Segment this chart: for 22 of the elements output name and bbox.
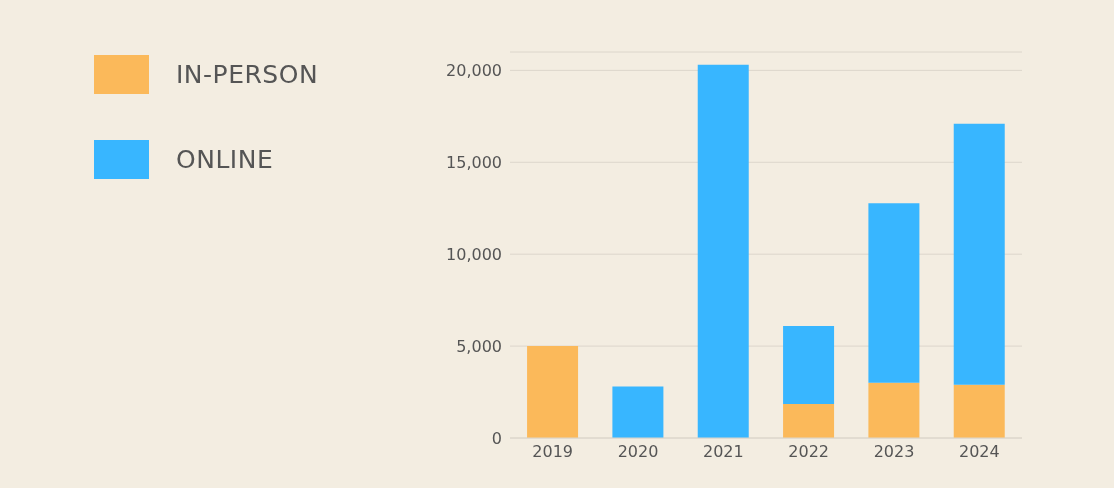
bar (527, 346, 579, 438)
legend-label: IN-PERSON (176, 60, 319, 89)
bar (868, 382, 920, 438)
y-tick-label: 5,000 (456, 336, 502, 356)
bar (697, 64, 749, 438)
y-tick-label: 20,000 (446, 61, 502, 81)
bar (783, 325, 835, 404)
bar (953, 384, 1005, 438)
y-tick-label: 15,000 (446, 152, 502, 172)
x-tick-label: 2023 (873, 442, 915, 462)
legend-label: ONLINE (176, 145, 274, 174)
x-tick-label: 2019 (532, 442, 574, 462)
bar (612, 386, 664, 438)
x-tick-label: 2021 (702, 442, 744, 462)
x-tick-label: 2020 (617, 442, 659, 462)
x-tick-label: 2022 (788, 442, 830, 462)
x-tick-label: 2024 (958, 442, 1000, 462)
y-tick-label: 10,000 (446, 244, 502, 264)
bar (953, 123, 1005, 385)
bar (783, 404, 835, 438)
bar (868, 203, 920, 383)
y-tick-label: 0 (491, 428, 502, 448)
